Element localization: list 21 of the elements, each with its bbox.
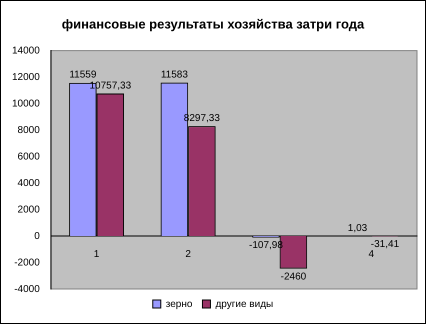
y-tick-label: 8000 bbox=[18, 124, 40, 136]
y-tick-label: -4000 bbox=[14, 284, 40, 295]
y-tick-label: 2000 bbox=[18, 204, 40, 216]
y-tick-label: 12000 bbox=[12, 72, 40, 83]
y-tick-label: 0 bbox=[34, 230, 40, 242]
data-label: -2460 bbox=[280, 271, 307, 282]
x-tick-label: 1 bbox=[94, 248, 100, 260]
chart-title: финансовые результаты хозяйства затри года bbox=[62, 16, 365, 32]
y-tick-label: 4000 bbox=[18, 178, 40, 189]
data-label: 11583 bbox=[160, 69, 188, 80]
y-tick-label: -2000 bbox=[14, 257, 40, 268]
x-tick-label: 4 bbox=[368, 248, 374, 260]
data-label: 1,03 bbox=[348, 222, 368, 234]
data-label: 11559 bbox=[69, 70, 97, 81]
y-tick-label: 14000 bbox=[12, 45, 40, 56]
data-label: -31,41 bbox=[370, 239, 400, 250]
y-tick-label: 10000 bbox=[12, 98, 40, 110]
legend-label: другие виды bbox=[215, 298, 274, 310]
x-tick-label: 2 bbox=[185, 248, 192, 260]
y-tick-label: 6000 bbox=[18, 151, 40, 162]
legend-label: зерно bbox=[166, 298, 193, 310]
